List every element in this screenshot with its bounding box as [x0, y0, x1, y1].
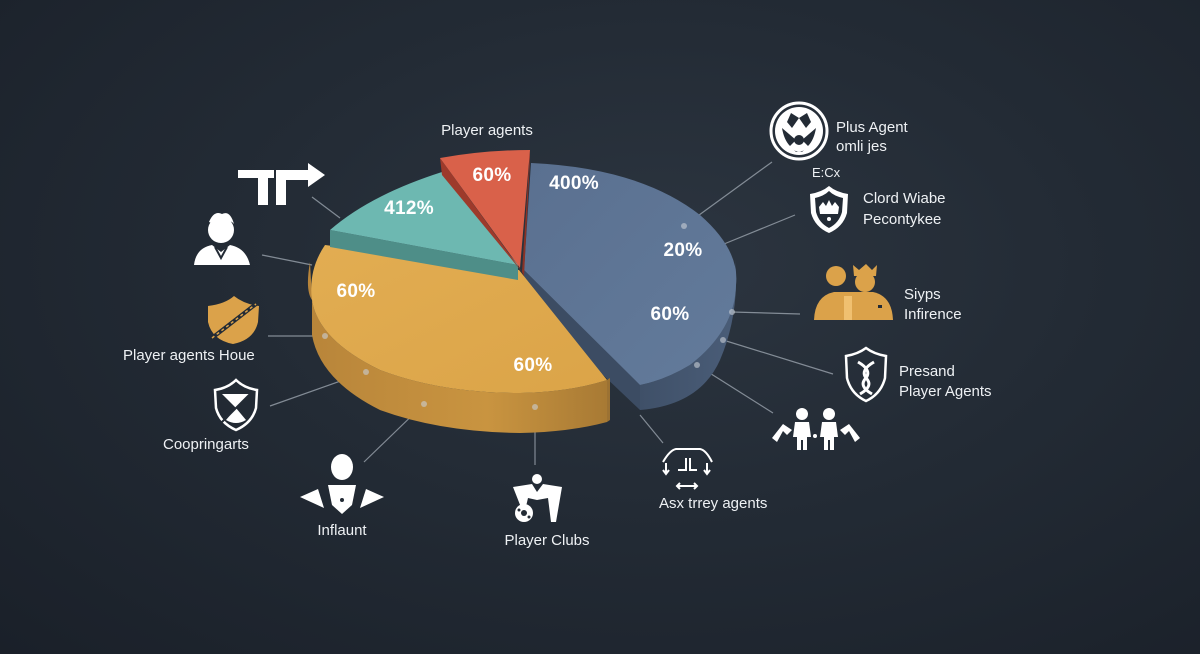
callout-player-clubs: Player Clubs	[504, 532, 590, 549]
callout-plus-agent-line1: Plus Agent	[836, 119, 908, 136]
person-bust-icon	[194, 213, 250, 265]
callout-siyps-line1: Siyps	[904, 286, 941, 303]
callout-asx: Asx trrey agents	[659, 495, 768, 512]
orange-slice-side	[307, 262, 607, 433]
blue-slice[interactable]	[524, 163, 737, 385]
soccer-ball-icon	[769, 101, 829, 161]
callout-presand-line1: Presand	[899, 363, 955, 380]
callout-inflaunt: Inflaunt	[317, 522, 367, 539]
callout-plus-agent-line2: omli jes	[836, 138, 887, 155]
agents-duo-icon	[814, 264, 893, 320]
blue-slice-label-mid: 20%	[663, 240, 703, 261]
two-people-icon	[772, 408, 860, 450]
crown-shield-icon	[810, 186, 848, 233]
influencer-icon	[300, 454, 384, 514]
callout-siyps-line2: Infirence	[904, 306, 962, 323]
chart-title: Player agents	[441, 122, 533, 139]
callout-clord-line1: Clord Wiabe	[863, 190, 946, 207]
arrows-structure-icon	[662, 448, 713, 490]
player-clubs-icon	[513, 474, 562, 522]
red-slice-side	[440, 158, 522, 272]
callout-coopringarts: Coopringarts	[163, 436, 249, 453]
orange-slice-label-right: 60%	[513, 355, 553, 376]
callout-player-agents-houe: Player agents Houe	[123, 347, 255, 364]
orange-slice[interactable]	[311, 245, 607, 393]
callout-eicx: E:Cx	[812, 165, 841, 180]
blue-slice-side	[640, 260, 736, 410]
gold-shield-icon	[208, 296, 259, 344]
blue-slice-label-low: 60%	[650, 304, 690, 325]
orange-slice-label-left: 60%	[336, 281, 376, 302]
blue-slice-label-top: 400%	[549, 173, 599, 194]
red-slice-label: 60%	[472, 165, 512, 186]
callout-clord-line2: Pecontykee	[863, 211, 942, 228]
blue-slice-inner-side	[524, 270, 640, 410]
fork-arrow-icon	[238, 163, 325, 205]
callout-presand-line2: Player Agents	[899, 383, 992, 400]
crossed-shield-icon	[213, 378, 259, 432]
teal-slice-side	[330, 230, 518, 280]
red-slice[interactable]	[440, 150, 530, 268]
teal-slice[interactable]	[330, 172, 518, 265]
teal-slice-label: 412%	[384, 198, 434, 219]
snake-shield-icon	[844, 346, 888, 403]
